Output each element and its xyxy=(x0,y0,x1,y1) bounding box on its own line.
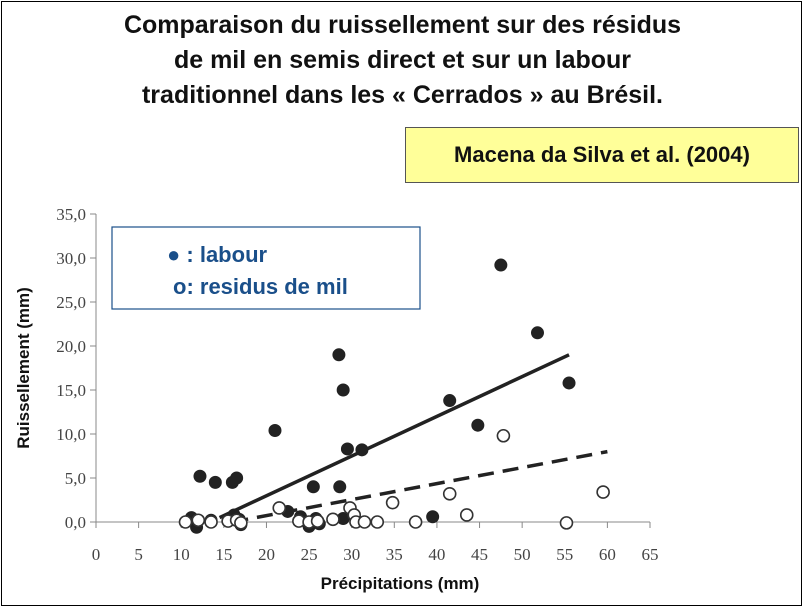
point-labour xyxy=(471,418,485,432)
citation-text: Macena da Silva et al. (2004) xyxy=(454,142,750,167)
x-tick-label: 65 xyxy=(642,545,659,564)
x-tick-label: 60 xyxy=(599,545,616,564)
point-residus xyxy=(408,515,423,529)
y-tick-label: 25,0 xyxy=(56,293,86,312)
y-axis-label: Ruissellement (mm) xyxy=(14,287,33,449)
slide-title: Comparaison du ruissellement sur des rés… xyxy=(0,8,805,113)
point-residus xyxy=(310,514,325,528)
x-tick-label: 0 xyxy=(92,545,101,564)
point-labour xyxy=(336,383,350,397)
point-residus xyxy=(559,516,574,530)
x-axis-label: Précipitations (mm) xyxy=(321,574,480,593)
x-tick-label: 5 xyxy=(134,545,143,564)
point-labour xyxy=(443,394,457,408)
x-tick-label: 10 xyxy=(173,545,190,564)
point-labour xyxy=(332,348,346,362)
title-line-1: Comparaison du ruissellement sur des rés… xyxy=(123,11,682,39)
point-labour xyxy=(306,480,320,494)
point-labour xyxy=(333,480,347,494)
y-tick-label: 20,0 xyxy=(56,337,86,356)
point-labour xyxy=(530,326,544,340)
y-tick-label: 30,0 xyxy=(56,249,86,268)
point-residus xyxy=(459,508,474,522)
point-residus xyxy=(234,516,248,530)
y-tick-label: 0,0 xyxy=(65,513,86,532)
point-residus xyxy=(272,501,287,515)
point-residus xyxy=(204,515,218,529)
point-residus xyxy=(442,487,457,501)
legend-labour: ● : labour xyxy=(167,242,268,267)
point-labour xyxy=(494,258,508,272)
x-tick-label: 35 xyxy=(386,545,403,564)
point-labour xyxy=(340,442,354,456)
point-labour xyxy=(208,475,222,489)
trendline-residus xyxy=(232,449,608,524)
x-tick-label: 50 xyxy=(514,545,531,564)
legend-box xyxy=(111,226,421,310)
legend-residus: o: residus de mil xyxy=(173,274,348,299)
point-residus xyxy=(191,513,206,528)
trendline-labour xyxy=(218,353,570,520)
y-tick-label: 35,0 xyxy=(56,205,86,224)
x-tick-label: 40 xyxy=(428,545,445,564)
y-tick-label: 10,0 xyxy=(56,425,86,444)
citation-box: Macena da Silva et al. (2004) xyxy=(405,127,799,183)
x-tick-label: 20 xyxy=(258,545,275,564)
point-residus xyxy=(326,512,340,527)
x-tick-label: 25 xyxy=(301,545,318,564)
point-labour xyxy=(562,376,576,390)
point-labour xyxy=(426,510,440,524)
trendlines xyxy=(218,353,608,524)
x-tick-label: 45 xyxy=(471,545,488,564)
point-residus xyxy=(178,515,193,529)
point-labour xyxy=(230,471,244,485)
data-points xyxy=(178,258,610,534)
title-line-3: traditionnel dans les « Cerrados » au Br… xyxy=(141,81,663,109)
point-labour xyxy=(268,423,282,437)
point-labour xyxy=(193,469,207,483)
y-tick-label: 5,0 xyxy=(65,469,86,488)
chart-axes: 0,0 5,0 10,0 15,0 20,0 25,0 30,0 35,0 0 5 10 15 20 25… xyxy=(56,205,658,564)
y-tick-label: 15,0 xyxy=(56,381,86,400)
x-tick-label: 30 xyxy=(343,545,360,564)
point-residus xyxy=(596,485,610,499)
x-tick-label: 55 xyxy=(556,545,573,564)
title-line-2: de mil en semis direct et sur un labour xyxy=(173,46,632,74)
point-labour xyxy=(355,443,369,457)
point-residus xyxy=(370,515,385,529)
point-residus xyxy=(357,515,372,529)
legend: ● : labour o: residus de mil xyxy=(111,226,421,310)
point-residus xyxy=(385,495,400,510)
x-tick-label: 15 xyxy=(215,545,232,564)
point-residus xyxy=(496,428,511,443)
